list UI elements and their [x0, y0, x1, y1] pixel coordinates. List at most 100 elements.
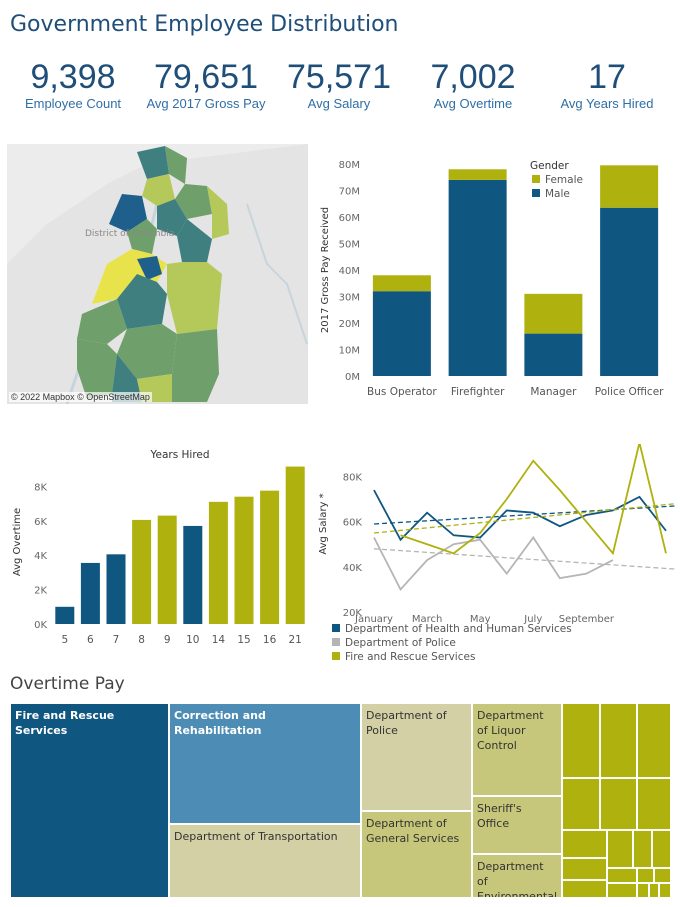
y-tick-label: 70M: [339, 187, 360, 198]
kpi-value: 17: [588, 58, 626, 96]
treemap-tile-label: Department of Liquor Control: [477, 709, 544, 752]
kpi-value: 75,571: [287, 58, 391, 96]
treemap-tile-label: Sheriff's Office: [477, 802, 522, 830]
treemap-tile[interactable]: Department of Police: [361, 703, 472, 811]
treemap-tile[interactable]: Sheriff's Office: [472, 796, 562, 854]
x-tick-label: 7: [113, 634, 120, 646]
treemap-tile-small[interactable]: [654, 868, 671, 883]
treemap-tile-small[interactable]: [607, 868, 637, 883]
x-tick-label: 10: [186, 634, 199, 646]
trend-line: [373, 503, 676, 534]
y-tick-label: 40K: [343, 563, 363, 574]
map-region[interactable]: [77, 339, 117, 399]
y-tick-label: 2K: [34, 586, 47, 597]
overtime-by-years-bar-chart: Years Hired 0K 2K 4K 6K 8K Avg Overtime 5 6 7 8 9 10…: [12, 449, 305, 646]
map-svg: District of Columbia: [7, 144, 308, 404]
legend-swatch: [332, 624, 340, 632]
map-region[interactable]: [177, 219, 212, 262]
legend-label: Department of Health and Human Services: [345, 623, 572, 635]
salary-line-chart: 20K 40K 60K 80K Avg Salary * January March May J…: [318, 444, 676, 663]
kpi-label: Avg Overtime: [433, 96, 513, 111]
x-tick-label: 8: [138, 634, 145, 646]
x-tick-label: 6: [87, 634, 94, 646]
treemap-tile-small[interactable]: [562, 703, 600, 778]
treemap-tile-small[interactable]: [562, 880, 607, 898]
choropleth-map[interactable]: District of Columbia © 2022 Mapbox © Ope…: [7, 144, 308, 404]
treemap-tile-small[interactable]: [562, 830, 607, 858]
legend-label: Fire and Rescue Services: [345, 651, 475, 663]
treemap-tile-label: Fire and Rescue Services: [15, 709, 115, 737]
kpi-label: Avg Salary: [307, 96, 371, 111]
map-region[interactable]: [175, 184, 212, 219]
x-tick-label: 16: [263, 634, 277, 646]
treemap-tile[interactable]: Department of General Services: [361, 811, 472, 898]
kpi-avg-salary: 75,571 Avg Salary: [280, 58, 398, 111]
map-region[interactable]: [117, 274, 167, 329]
y-tick-label: 80M: [339, 160, 360, 171]
series-line: [373, 489, 667, 542]
map-region[interactable]: [142, 174, 175, 206]
treemap-tile-small[interactable]: [659, 883, 671, 898]
treemap-tile-small[interactable]: [607, 830, 633, 868]
map-region[interactable]: [109, 194, 147, 232]
x-tick-label: January: [354, 614, 393, 625]
bar: [260, 490, 280, 624]
bar: [106, 554, 126, 624]
treemap-tile-small[interactable]: [562, 858, 607, 880]
bar-segment-male: [524, 333, 583, 376]
legend-label: Male: [545, 188, 570, 200]
map-place-label: District of Columbia: [85, 229, 174, 239]
treemap-tile-small[interactable]: [637, 703, 671, 778]
treemap-tile-small[interactable]: [633, 830, 652, 868]
map-region[interactable]: [112, 354, 142, 402]
kpi-label: Employee Count: [24, 96, 122, 111]
x-tick-label: 9: [164, 634, 171, 646]
map-region[interactable]: [92, 249, 137, 304]
kpi-employee-count: 9,398 Employee Count: [18, 58, 128, 111]
treemap-tile[interactable]: Department of Environmental: [472, 854, 562, 898]
map-region[interactable]: [137, 256, 162, 280]
map-region[interactable]: [127, 219, 157, 254]
treemap-tile-small[interactable]: [652, 830, 671, 868]
map-region[interactable]: [117, 324, 177, 379]
x-tick-label: Manager: [530, 386, 577, 398]
bar-segment-male: [372, 291, 431, 376]
treemap-tile[interactable]: Correction and Rehabilitation: [169, 703, 361, 824]
treemap-tile[interactable]: Department of Liquor Control: [472, 703, 562, 796]
map-region[interactable]: [137, 146, 169, 179]
map-region[interactable]: [157, 199, 187, 236]
x-tick-label: Bus Operator: [367, 386, 437, 398]
treemap-tile-small[interactable]: [607, 883, 637, 898]
treemap-tile-small[interactable]: [649, 883, 659, 898]
treemap-tile[interactable]: Fire and Rescue Services: [10, 703, 169, 898]
bar-segment-female: [372, 275, 431, 292]
treemap-tile-small[interactable]: [600, 703, 637, 778]
treemap-tile-small[interactable]: [637, 883, 649, 898]
x-tick-label: May: [470, 614, 491, 625]
x-tick-label: Police Officer: [595, 386, 664, 398]
map-region[interactable]: [207, 186, 229, 239]
map-region[interactable]: [77, 299, 127, 344]
legend-swatch: [532, 175, 540, 183]
map-attribution: © 2022 Mapbox © OpenStreetMap: [9, 392, 152, 402]
map-region[interactable]: [165, 146, 187, 184]
map-region[interactable]: [172, 329, 219, 402]
series-line: [400, 444, 667, 556]
legend-swatch: [532, 189, 540, 197]
legend-label: Department of Police: [345, 637, 456, 649]
x-tick-label: 5: [61, 634, 68, 646]
y-tick-label: 20K: [343, 608, 363, 619]
treemap-tile-small[interactable]: [637, 868, 654, 883]
treemap-tile[interactable]: Department of Transportation: [169, 824, 361, 898]
chart-title: Years Hired: [149, 449, 209, 461]
y-tick-label: 60K: [343, 518, 363, 529]
treemap-tile-small[interactable]: [562, 778, 600, 830]
treemap-tile-small[interactable]: [637, 778, 671, 830]
treemap-tile-small[interactable]: [600, 778, 637, 830]
bar: [234, 496, 254, 624]
kpi-value: 7,002: [430, 58, 516, 96]
map-region[interactable]: [167, 262, 222, 334]
kpi-label: Avg Years Hired: [560, 96, 654, 111]
kpi-value: 9,398: [30, 58, 116, 96]
bar: [132, 519, 152, 624]
